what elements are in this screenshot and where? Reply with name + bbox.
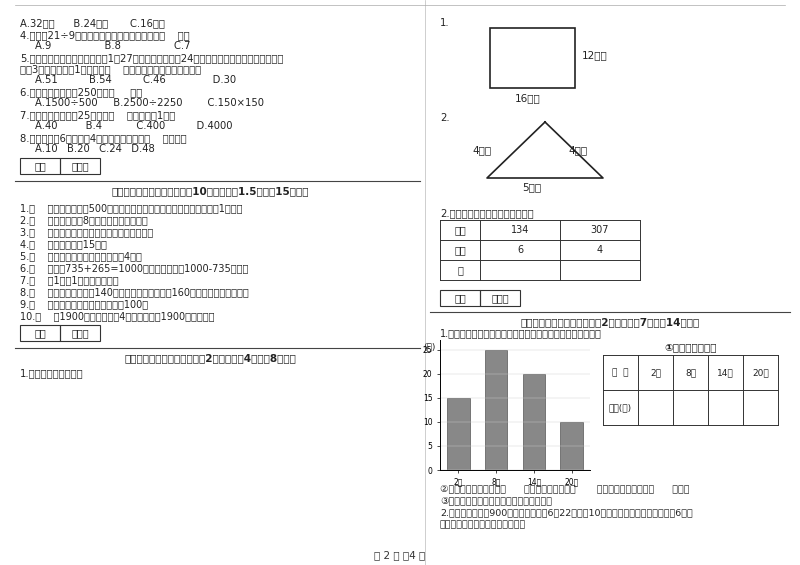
Text: 得分: 得分 [34, 161, 46, 171]
Text: A.32厘米      B.24厘米       C.16厘米: A.32厘米 B.24厘米 C.16厘米 [20, 18, 165, 28]
Bar [20, 158, 60, 174]
Bar [480, 290, 520, 306]
Text: 五、认真思考，综合能力（入2小题，每题7分，入14分）。: 五、认真思考，综合能力（入2小题，每题7分，入14分）。 [520, 317, 700, 327]
Text: 四、看清题目，细心计算（入2小题，每题4分，入8分）。: 四、看清题目，细心计算（入2小题，每题4分，入8分）。 [124, 353, 296, 363]
Bar [20, 325, 60, 341]
Text: 评卷人: 评卷人 [71, 328, 89, 338]
Text: 5分米: 5分米 [522, 182, 542, 192]
Text: 第 2 页 兲4 页: 第 2 页 兲4 页 [374, 550, 426, 560]
Text: 8.（    ）一条河平均水深140厘米，一匹小马身高是160厘米，它肯定能通过。: 8.（ ）一条河平均水深140厘米，一匹小马身高是160厘米，它肯定能通过。 [20, 287, 249, 297]
Text: (度): (度) [424, 342, 436, 351]
Text: 12厘米: 12厘米 [582, 50, 608, 60]
Text: 时  间: 时 间 [612, 368, 629, 377]
Text: 2.把乘得的积填在下面的空格里。: 2.把乘得的积填在下面的空格里。 [440, 208, 534, 218]
Text: 8时: 8时 [685, 368, 696, 377]
Text: 6.下面的结果刚好是250的是（     ）。: 6.下面的结果刚好是250的是（ ）。 [20, 87, 142, 97]
Bar [440, 290, 480, 306]
Text: A.51          B.54          C.46               D.30: A.51 B.54 C.46 D.30 [35, 75, 236, 85]
Bar [447, 398, 470, 470]
Text: 134: 134 [511, 225, 529, 235]
Text: 气温(度): 气温(度) [609, 403, 632, 412]
Text: 16厘米: 16厘米 [515, 93, 541, 103]
Bar [522, 373, 546, 470]
Text: 6.（    ）根据735+265=1000，可以直接写出1000-735的差。: 6.（ ）根据735+265=1000，可以直接写出1000-735的差。 [20, 263, 248, 273]
Bar [60, 158, 100, 174]
Text: 4.要使、21÷9」的商是三位数，「」里只能填（    ）。: 4.要使、21÷9」的商是三位数，「」里只能填（ ）。 [20, 30, 190, 40]
Text: 4分米: 4分米 [473, 145, 491, 155]
Text: 4: 4 [597, 245, 603, 255]
Text: 三、仔细推敲，正确判断（入10小题，每题1.5分，入15分）。: 三、仔细推敲，正确判断（入10小题，每题1.5分，入15分）。 [111, 186, 309, 196]
Text: 的有3人，那么三（1）一共有（    ）人参加了书画和棋艺小组。: 的有3人，那么三（1）一共有（ ）人参加了书画和棋艺小组。 [20, 64, 201, 74]
Text: 2.: 2. [440, 113, 450, 123]
Text: 307: 307 [590, 225, 610, 235]
Text: 1.（    ）小明家离学校500米，他每天上学、回家，一个来回一共要走1千米。: 1.（ ）小明家离学校500米，他每天上学、回家，一个来回一共要走1千米。 [20, 203, 242, 213]
Bar [485, 350, 507, 470]
Text: ①根据统计图填表: ①根据统计图填表 [664, 342, 717, 352]
Text: 1.: 1. [440, 18, 450, 28]
Text: 9.（    ）两个面积单位之间的进率是100。: 9.（ ）两个面积单位之间的进率是100。 [20, 299, 148, 309]
Text: 7.（    ）1吨鑘1吨棉花一样重。: 7.（ ）1吨鑘1吨棉花一样重。 [20, 275, 118, 285]
Text: 评卷人: 评卷人 [71, 161, 89, 171]
Text: 4分米: 4分米 [568, 145, 587, 155]
Text: 2.甲乙两城铁路长900千米，一列客车6月22日上午10时从甲城开往乙城，当日晚上6时到: 2.甲乙两城铁路长900千米，一列客车6月22日上午10时从甲城开往乙城，当日晚… [440, 508, 693, 517]
Text: ③实际算一算，这天的平均气温是多少度？: ③实际算一算，这天的平均气温是多少度？ [440, 496, 552, 505]
Text: A.1500÷500     B.2500÷2250        C.150×150: A.1500÷500 B.2500÷2250 C.150×150 [35, 98, 264, 108]
Text: 2.（    ）一个两位攈8，积一定也是两为数。: 2.（ ）一个两位攈8，积一定也是两为数。 [20, 215, 148, 225]
Text: 5.学校开设两个兴趣小组，三（1）27人参加书画小组，24人参加棋艺小组，两个小组都参加: 5.学校开设两个兴趣小组，三（1）27人参加书画小组，24人参加棋艺小组，两个小… [20, 53, 283, 63]
Text: 1.求下面图形的周长。: 1.求下面图形的周长。 [20, 368, 84, 378]
Text: 乘数: 乘数 [454, 225, 466, 235]
Text: ②这一天的最高气温是（      ）度，最低气温是（       ）度，平均气温大约（      ）度。: ②这一天的最高气温是（ ）度，最低气温是（ ）度，平均气温大约（ ）度。 [440, 484, 690, 493]
Text: 2时: 2时 [650, 368, 661, 377]
Text: 3.（    ）长方形的周长就是它四条边长度的积。: 3.（ ）长方形的周长就是它四条边长度的积。 [20, 227, 154, 237]
Text: 20时: 20时 [752, 368, 769, 377]
Text: 积: 积 [457, 265, 463, 275]
Text: 评卷人: 评卷人 [491, 293, 509, 303]
Text: 得分: 得分 [454, 293, 466, 303]
Text: 达，这列火车每小时行多少千米？: 达，这列火车每小时行多少千米？ [440, 520, 526, 529]
Bar [490, 28, 575, 88]
Text: 4.（    ）李老师身高15米。: 4.（ ）李老师身高15米。 [20, 239, 107, 249]
Text: 6: 6 [517, 245, 523, 255]
Text: 10.（    ）1900年的年份数是4的倍数，所以1900年是闰年。: 10.（ ）1900年的年份数是4的倍数，所以1900年是闰年。 [20, 311, 214, 321]
Text: A.9                 B.8                 C.7: A.9 B.8 C.7 [35, 41, 190, 51]
Text: 14时: 14时 [717, 368, 734, 377]
Text: 得分: 得分 [34, 328, 46, 338]
Bar [60, 325, 100, 341]
Text: 7.平均每个同学体重25千克，（    ）名同学重1吨。: 7.平均每个同学体重25千克，（ ）名同学重1吨。 [20, 110, 175, 120]
Text: A.40         B.4           C.400          D.4000: A.40 B.4 C.400 D.4000 [35, 121, 233, 131]
Text: 8.一个长方形6厘米，宽4厘米，它的周长是（    ）厘米。: 8.一个长方形6厘米，宽4厘米，它的周长是（ ）厘米。 [20, 133, 186, 143]
Text: A.10   B.20   C.24   D.48: A.10 B.20 C.24 D.48 [35, 144, 154, 154]
Text: 5.（    ）正方形的周长是它的边长的4倍。: 5.（ ）正方形的周长是它的边长的4倍。 [20, 251, 142, 261]
Bar [561, 422, 583, 470]
Text: 乘数: 乘数 [454, 245, 466, 255]
Text: 1.下面是气温自测仪上记录的某天四个不同时间的气温情况：: 1.下面是气温自测仪上记录的某天四个不同时间的气温情况： [440, 328, 602, 338]
